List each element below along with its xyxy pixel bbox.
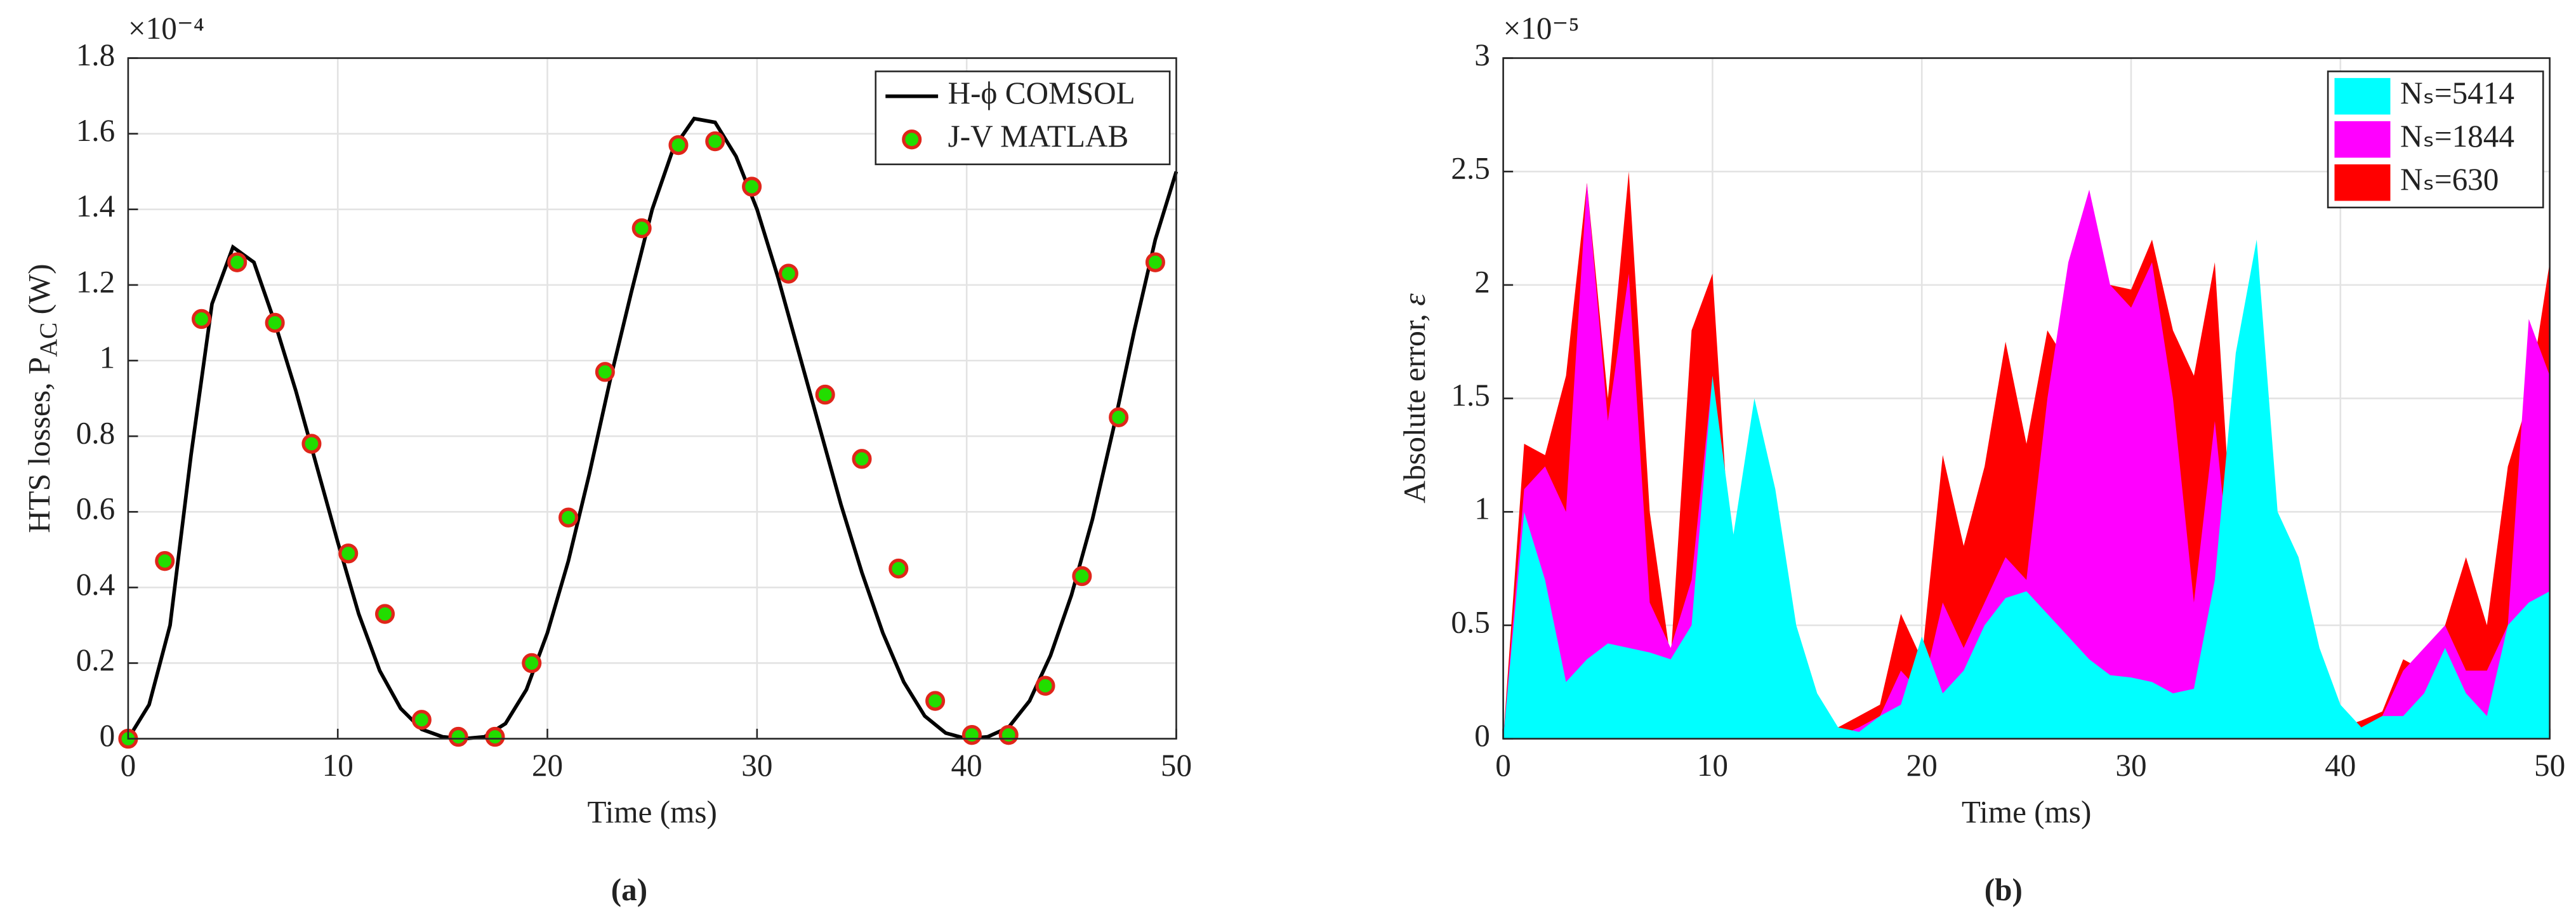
marker xyxy=(961,724,982,745)
caption: (b) xyxy=(1985,872,2023,907)
legend-swatch xyxy=(2334,164,2391,201)
y-tick-label: 0 xyxy=(100,718,116,753)
marker xyxy=(888,558,909,579)
legend-label: H-ϕ COMSOL xyxy=(948,76,1135,110)
marker xyxy=(815,384,835,405)
x-axis-label: Time (ms) xyxy=(1962,794,2091,829)
legend-label: J-V MATLAB xyxy=(948,119,1129,154)
marker xyxy=(1035,675,1055,696)
marker xyxy=(522,653,542,674)
line xyxy=(126,116,1179,741)
y-tick-label: 0.6 xyxy=(76,491,115,526)
exponent-label: ×10⁻⁵ xyxy=(1503,11,1580,46)
y-label-text: ε xyxy=(1397,293,1432,306)
marker xyxy=(411,710,432,730)
area xyxy=(1503,171,2550,739)
marker xyxy=(1145,252,1165,272)
legend-label: Nₛ=1844 xyxy=(2400,119,2514,154)
marker xyxy=(1072,566,1092,587)
caption: (a) xyxy=(611,872,647,907)
y-tick-label: 1.6 xyxy=(76,113,115,148)
y-tick-label: 1.4 xyxy=(76,189,115,223)
y-label-text: Absolute error, xyxy=(1397,306,1432,503)
marker xyxy=(155,550,175,571)
marker xyxy=(742,176,762,197)
x-tick-label: 10 xyxy=(322,748,353,783)
axes-box xyxy=(1502,57,2551,740)
x-tick-label: 30 xyxy=(2115,748,2146,783)
y-label-text: (W) xyxy=(22,263,57,322)
x-tick-label: 40 xyxy=(951,748,982,783)
x-tick-label: 20 xyxy=(532,748,563,783)
y-tick-label: 0.4 xyxy=(76,567,115,602)
x-tick-label: 0 xyxy=(121,748,136,783)
marker xyxy=(301,434,322,454)
y-tick-label: 1.8 xyxy=(76,37,115,72)
marker xyxy=(448,726,468,747)
legend-label: Nₛ=630 xyxy=(2400,162,2499,197)
y-tick-label: 1.2 xyxy=(76,264,115,299)
y-axis-label: HTS losses, PAC (W) xyxy=(22,263,62,533)
marker xyxy=(375,604,395,624)
y-label-sub: AC xyxy=(35,323,62,357)
y-tick-label: 2.5 xyxy=(1451,150,1489,185)
marker xyxy=(265,312,285,333)
x-tick-label: 10 xyxy=(1697,748,1728,783)
x-tick-label: 20 xyxy=(1906,748,1938,783)
y-tick-label: 1 xyxy=(1474,491,1490,526)
legend-swatch xyxy=(2334,121,2391,158)
legend-box xyxy=(875,70,1171,166)
marker xyxy=(852,449,872,469)
legend-label: Nₛ=5414 xyxy=(2400,76,2514,110)
chart: 0 10 20 30 40 50 0 0.5 1 1.5 2 2.5 3 ×10⁻⁵ Time (ms) Ab… xyxy=(1397,11,2566,907)
y-tick-label: 2 xyxy=(1474,264,1490,299)
x-tick-label: 50 xyxy=(2534,748,2565,783)
y-tick-label: 3 xyxy=(1474,37,1490,72)
chart: 0 10 20 30 40 50 0 0.2 0.4 0.6 0.8 1 1.2 1.4 1.6 1.8 ×10… xyxy=(22,11,1192,907)
marker xyxy=(925,691,946,711)
marker xyxy=(595,362,615,382)
legend-swatch xyxy=(902,129,922,150)
y-label-text: HTS losses, P xyxy=(22,357,57,533)
y-tick-label: 0.5 xyxy=(1451,604,1489,639)
legend-swatch xyxy=(2334,77,2391,115)
y-tick-label: 1 xyxy=(100,340,116,375)
marker xyxy=(668,135,689,156)
marker xyxy=(338,543,359,564)
axes-box xyxy=(127,57,1177,740)
marker xyxy=(705,131,725,152)
y-tick-label: 1.5 xyxy=(1451,378,1489,413)
x-axis-label: Time (ms) xyxy=(587,794,717,829)
area xyxy=(1503,239,2550,739)
x-tick-label: 50 xyxy=(1161,748,1192,783)
marker xyxy=(485,726,505,747)
x-tick-label: 30 xyxy=(741,748,772,783)
marker xyxy=(191,309,212,329)
marker xyxy=(1109,407,1129,428)
marker xyxy=(998,724,1019,745)
marker xyxy=(558,507,579,528)
marker xyxy=(778,263,798,284)
exponent-label: ×10⁻⁴ xyxy=(128,11,204,46)
x-tick-label: 40 xyxy=(2325,748,2356,783)
y-tick-label: 0 xyxy=(1474,718,1490,753)
x-tick-label: 0 xyxy=(1495,748,1511,783)
y-tick-label: 0.8 xyxy=(76,415,115,450)
y-axis-label: Absolute error, ε xyxy=(1397,293,1432,503)
y-tick-label: 0.2 xyxy=(76,642,115,677)
marker xyxy=(227,252,248,272)
marker xyxy=(631,218,652,239)
